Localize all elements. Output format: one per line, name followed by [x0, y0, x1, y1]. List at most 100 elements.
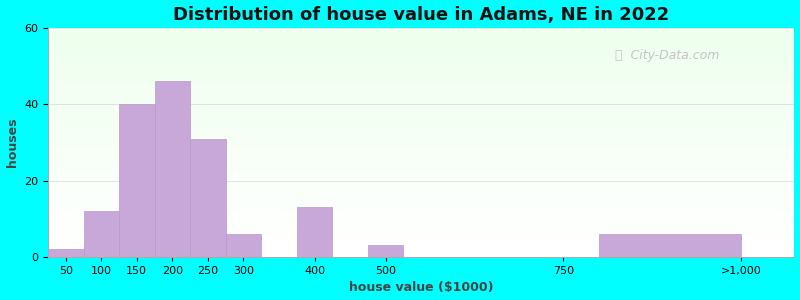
- Bar: [48, 161, 794, 163]
- Bar: [48, 213, 794, 216]
- Bar: [48, 58, 794, 60]
- Bar: [48, 232, 794, 234]
- Bar: [48, 37, 794, 39]
- Bar: [48, 44, 794, 46]
- Bar: [48, 124, 794, 126]
- Title: Distribution of house value in Adams, NE in 2022: Distribution of house value in Adams, NE…: [173, 6, 670, 24]
- Bar: [48, 28, 794, 30]
- Bar: [48, 172, 794, 174]
- Bar: [48, 211, 794, 213]
- Bar: [48, 252, 794, 255]
- Bar: [48, 206, 794, 209]
- Bar: [48, 174, 794, 177]
- Bar: [48, 51, 794, 53]
- Bar: [48, 168, 794, 170]
- Bar: [48, 119, 794, 122]
- Bar: [48, 145, 794, 147]
- Bar: [48, 46, 794, 49]
- Bar: [83, 211, 119, 257]
- Bar: [48, 158, 794, 161]
- Bar: [48, 94, 794, 97]
- Bar: [48, 117, 794, 119]
- Bar: [48, 200, 794, 202]
- Bar: [48, 154, 794, 156]
- X-axis label: house value ($1000): house value ($1000): [349, 281, 494, 294]
- Bar: [48, 85, 794, 87]
- Bar: [48, 245, 794, 248]
- Bar: [48, 230, 794, 232]
- Bar: [48, 149, 794, 152]
- Bar: [48, 53, 794, 56]
- Bar: [48, 115, 794, 117]
- Bar: [48, 64, 794, 67]
- Bar: [48, 138, 794, 140]
- Bar: [48, 202, 794, 204]
- Bar: [48, 250, 794, 252]
- Bar: [48, 32, 794, 35]
- Bar: [48, 248, 794, 250]
- Bar: [48, 136, 794, 138]
- Bar: [48, 39, 794, 42]
- Bar: [48, 106, 794, 108]
- Bar: [368, 245, 403, 257]
- Bar: [48, 227, 794, 230]
- Bar: [48, 241, 794, 243]
- Bar: [48, 243, 794, 245]
- Bar: [48, 67, 794, 69]
- Bar: [48, 112, 794, 115]
- Bar: [48, 170, 794, 172]
- Bar: [48, 83, 794, 85]
- Bar: [48, 49, 794, 51]
- Bar: [48, 30, 794, 32]
- Bar: [48, 190, 794, 193]
- Bar: [48, 42, 794, 44]
- Bar: [48, 97, 794, 99]
- Bar: [48, 255, 794, 257]
- Bar: [297, 207, 332, 257]
- Bar: [48, 225, 794, 227]
- Bar: [48, 76, 794, 78]
- Bar: [48, 108, 794, 110]
- Bar: [48, 69, 794, 71]
- Bar: [119, 104, 154, 257]
- Bar: [48, 156, 794, 158]
- Bar: [48, 188, 794, 190]
- Bar: [48, 62, 794, 64]
- Bar: [48, 129, 794, 131]
- Bar: [48, 163, 794, 165]
- Bar: [154, 81, 190, 257]
- Bar: [48, 140, 794, 142]
- Bar: [48, 56, 794, 58]
- Bar: [48, 147, 794, 149]
- Bar: [48, 87, 794, 90]
- Bar: [48, 35, 794, 37]
- Bar: [599, 234, 741, 257]
- Bar: [48, 133, 794, 136]
- Bar: [48, 126, 794, 129]
- Bar: [48, 90, 794, 92]
- Text: ⓘ  City-Data.com: ⓘ City-Data.com: [615, 49, 720, 62]
- Bar: [48, 103, 794, 106]
- Bar: [190, 139, 226, 257]
- Bar: [48, 99, 794, 101]
- Bar: [48, 216, 794, 218]
- Bar: [48, 186, 794, 188]
- Bar: [48, 179, 794, 181]
- Bar: [48, 220, 794, 223]
- Bar: [48, 249, 83, 257]
- Bar: [48, 92, 794, 94]
- Bar: [48, 71, 794, 74]
- Bar: [48, 193, 794, 195]
- Bar: [48, 165, 794, 168]
- Bar: [48, 131, 794, 133]
- Bar: [48, 236, 794, 238]
- Bar: [48, 204, 794, 206]
- Bar: [226, 234, 262, 257]
- Bar: [48, 209, 794, 211]
- Bar: [48, 181, 794, 184]
- Bar: [48, 60, 794, 62]
- Bar: [48, 197, 794, 200]
- Bar: [48, 177, 794, 179]
- Bar: [48, 74, 794, 76]
- Bar: [48, 110, 794, 112]
